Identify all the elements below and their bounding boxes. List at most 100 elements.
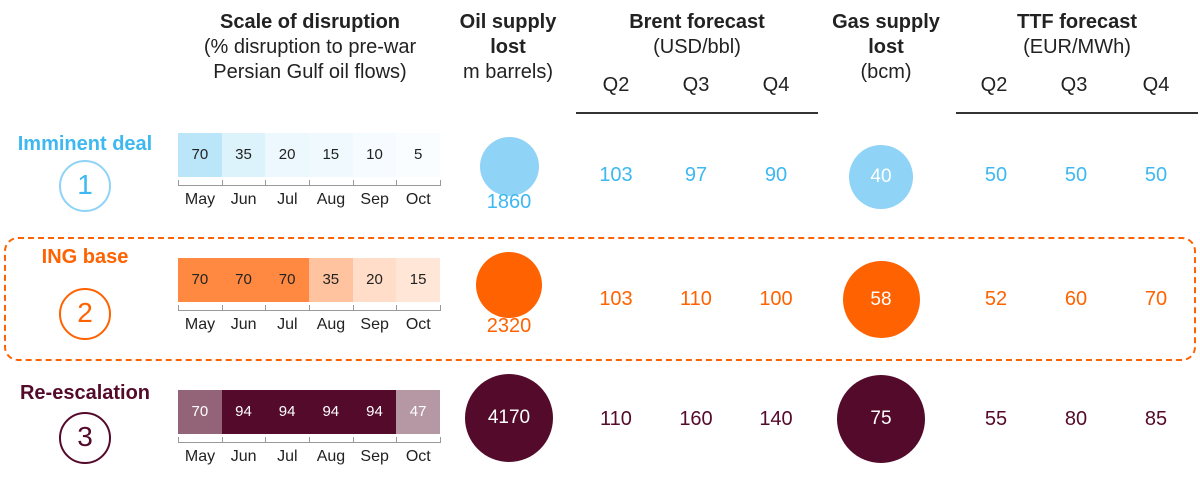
scenario-3-brent-q2: 110 xyxy=(600,408,632,430)
scenario-1-disruption-may: 70 xyxy=(178,133,222,177)
scenario-1-ttf-q2: 50 xyxy=(984,164,1008,186)
scenario-2-month-jul: Jul xyxy=(277,316,298,333)
scenario-2-disruption-jun: 70 xyxy=(221,258,266,302)
scenario-1-month-oct: Oct xyxy=(405,191,431,208)
ttf-header: TTF forecast (EUR/MWh) xyxy=(956,10,1198,60)
scenario-3-month-aug: Aug xyxy=(316,448,346,465)
scenario-1-brent-q3: 97 xyxy=(684,164,708,186)
scenario-1-axis-tick xyxy=(352,180,354,186)
scenario-2-brent-q3: 110 xyxy=(680,288,712,310)
oil-title-2: lost xyxy=(490,36,526,58)
scenario-3-axis-tick xyxy=(439,437,441,443)
scenario-1-axis-tick xyxy=(178,180,179,186)
ttf-q3-label: Q3 xyxy=(1060,74,1088,96)
oil-title-1: Oil supply xyxy=(459,11,557,33)
scenario-2-brent-q2: 103 xyxy=(599,288,633,310)
scenario-1-axis-tick xyxy=(439,180,441,186)
scenario-1-disruption-sep: 10 xyxy=(352,133,397,177)
scenario-2-name: ING base xyxy=(41,246,129,268)
scenario-1-month-may: May xyxy=(184,191,216,208)
scenario-1-ttf-q3: 50 xyxy=(1064,164,1088,186)
scenario-3-month-jun: Jun xyxy=(230,448,257,465)
scenario-1-axis-tick xyxy=(396,180,398,186)
scenario-3-gas-bubble: 75 xyxy=(837,375,925,463)
scenario-3-axis-tick xyxy=(396,437,398,443)
scenario-2-gas-bubble: 58 xyxy=(842,260,920,338)
scenario-3-axis-tick xyxy=(178,437,179,443)
brent-q3-label: Q3 xyxy=(682,74,710,96)
scenario-1-month-sep: Sep xyxy=(360,191,389,208)
scenario-3-disruption-oct: 47 xyxy=(396,390,440,434)
gas-header: Gas supply lost (bcm) xyxy=(826,10,946,85)
ttf-title: TTF forecast xyxy=(1016,11,1138,33)
scenario-2-ttf-q4: 70 xyxy=(1144,288,1168,310)
scenario-2-axis-tick xyxy=(221,305,223,311)
brent-q2-label: Q2 xyxy=(602,74,630,96)
scenario-2-disruption-strip: 70 70 70 35 20 15 xyxy=(178,258,440,302)
scenario-3-month-jul: Jul xyxy=(277,448,298,465)
scenario-1-axis-tick xyxy=(221,180,223,186)
scenario-2-oil-value: 2320 xyxy=(486,315,532,337)
scenario-1-brent-q4: 90 xyxy=(764,164,788,186)
scenario-2-disruption-oct: 15 xyxy=(396,258,440,302)
scenario-2-axis-tick xyxy=(308,305,310,311)
scenario-3-ttf-q2: 55 xyxy=(984,408,1008,430)
brent-header: Brent forecast (USD/bbl) xyxy=(576,10,818,60)
scenario-2-month-sep: Sep xyxy=(360,316,389,333)
scenario-3-disruption-strip: 70 94 94 94 94 47 xyxy=(178,390,440,434)
scenario-2-ttf-q2: 52 xyxy=(984,288,1008,310)
scale-title: Scale of disruption xyxy=(219,11,401,33)
scenario-3-name: Re-escalation xyxy=(19,382,151,404)
scenario-1-disruption-jun: 35 xyxy=(221,133,266,177)
scenario-2-disruption-sep: 20 xyxy=(352,258,397,302)
scenario-1-axis-tick xyxy=(308,180,310,186)
ttf-q4-label: Q4 xyxy=(1142,74,1170,96)
oil-header: Oil supply lost m barrels) xyxy=(448,10,568,85)
scenario-1-month-aug: Aug xyxy=(316,191,346,208)
scenario-1-brent-q2: 103 xyxy=(599,164,633,186)
gas-title-1: Gas supply xyxy=(832,11,940,33)
gas-subtitle: (bcm) xyxy=(860,61,912,83)
scenario-3-disruption-may: 70 xyxy=(178,390,222,434)
scenario-3-disruption-jun: 94 xyxy=(221,390,266,434)
ttf-header-rule xyxy=(956,112,1198,114)
scenario-2-number-badge: 2 xyxy=(59,288,111,340)
scenario-3-disruption-aug: 94 xyxy=(308,390,353,434)
scenario-3-axis-tick xyxy=(265,437,267,443)
scenario-3-ttf-q3: 80 xyxy=(1064,408,1088,430)
brent-header-rule xyxy=(576,112,818,114)
scenario-3-axis-tick xyxy=(352,437,354,443)
scenario-1-disruption-jul: 20 xyxy=(265,133,309,177)
scenario-1-month-jul: Jul xyxy=(277,191,298,208)
scenario-3-ttf-q4: 85 xyxy=(1144,408,1168,430)
scale-subtitle-2: Persian Gulf oil flows) xyxy=(213,61,407,83)
scenario-1-axis-tick xyxy=(265,180,267,186)
scenario-2-month-oct: Oct xyxy=(405,316,431,333)
scenario-2-month-jun: Jun xyxy=(230,316,257,333)
scenario-3-month-oct: Oct xyxy=(405,448,431,465)
scenario-1-disruption-aug: 15 xyxy=(308,133,353,177)
scenario-2-ttf-q3: 60 xyxy=(1064,288,1088,310)
oil-subtitle: m barrels) xyxy=(462,61,553,83)
scenario-2-axis-tick xyxy=(352,305,354,311)
scenario-1-number-badge: 1 xyxy=(59,160,111,212)
scenario-2-month-aug: Aug xyxy=(316,316,346,333)
scenario-1-oil-bubble xyxy=(479,136,539,196)
scenario-3-disruption-sep: 94 xyxy=(352,390,397,434)
scenario-2-axis-tick xyxy=(396,305,398,311)
scenario-2-disruption-aug: 35 xyxy=(308,258,353,302)
scenario-3-month-sep: Sep xyxy=(360,448,389,465)
scenario-1-name: Imminent deal xyxy=(17,133,153,155)
scenario-3-axis-tick xyxy=(308,437,310,443)
scenario-3-number-badge: 3 xyxy=(59,412,111,464)
scenario-3-oil-bubble: 4170 xyxy=(465,374,553,462)
scenario-3-brent-q4: 140 xyxy=(759,408,793,430)
scenario-2-axis-tick xyxy=(439,305,441,311)
scenario-1-disruption-oct: 5 xyxy=(396,133,440,177)
scenario-2-brent-q4: 100 xyxy=(759,288,793,310)
scale-header: Scale of disruption (% disruption to pre… xyxy=(160,10,460,85)
scenario-2-disruption-jul: 70 xyxy=(265,258,309,302)
brent-subtitle: (USD/bbl) xyxy=(653,36,741,58)
scenario-2-axis-tick xyxy=(178,305,179,311)
scenario-3-month-may: May xyxy=(184,448,216,465)
